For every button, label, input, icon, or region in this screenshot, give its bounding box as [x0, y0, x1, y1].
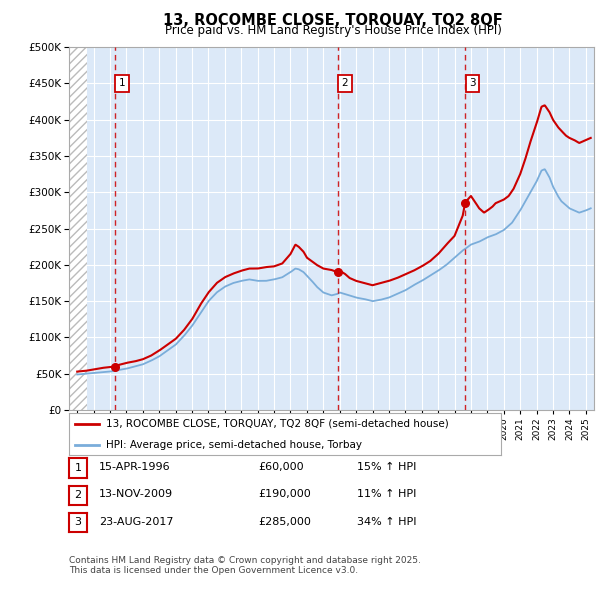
- Text: 2: 2: [74, 490, 82, 500]
- Text: This data is licensed under the Open Government Licence v3.0.: This data is licensed under the Open Gov…: [69, 566, 358, 575]
- Text: 11% ↑ HPI: 11% ↑ HPI: [357, 490, 416, 499]
- Text: 15% ↑ HPI: 15% ↑ HPI: [357, 463, 416, 472]
- Text: £60,000: £60,000: [258, 463, 304, 472]
- Text: Contains HM Land Registry data © Crown copyright and database right 2025.: Contains HM Land Registry data © Crown c…: [69, 556, 421, 565]
- Text: 2: 2: [341, 78, 348, 88]
- Text: £285,000: £285,000: [258, 517, 311, 526]
- Text: 15-APR-1996: 15-APR-1996: [99, 463, 170, 472]
- Text: 1: 1: [74, 463, 82, 473]
- Text: 3: 3: [74, 517, 82, 527]
- Text: 3: 3: [469, 78, 476, 88]
- Text: 13-NOV-2009: 13-NOV-2009: [99, 490, 173, 499]
- Text: 23-AUG-2017: 23-AUG-2017: [99, 517, 173, 526]
- Text: 13, ROCOMBE CLOSE, TORQUAY, TQ2 8QF: 13, ROCOMBE CLOSE, TORQUAY, TQ2 8QF: [163, 13, 503, 28]
- Text: 1: 1: [119, 78, 125, 88]
- Text: HPI: Average price, semi-detached house, Torbay: HPI: Average price, semi-detached house,…: [106, 440, 362, 450]
- Text: £190,000: £190,000: [258, 490, 311, 499]
- Text: 34% ↑ HPI: 34% ↑ HPI: [357, 517, 416, 526]
- Text: Price paid vs. HM Land Registry's House Price Index (HPI): Price paid vs. HM Land Registry's House …: [164, 24, 502, 37]
- Text: 13, ROCOMBE CLOSE, TORQUAY, TQ2 8QF (semi-detached house): 13, ROCOMBE CLOSE, TORQUAY, TQ2 8QF (sem…: [106, 419, 448, 428]
